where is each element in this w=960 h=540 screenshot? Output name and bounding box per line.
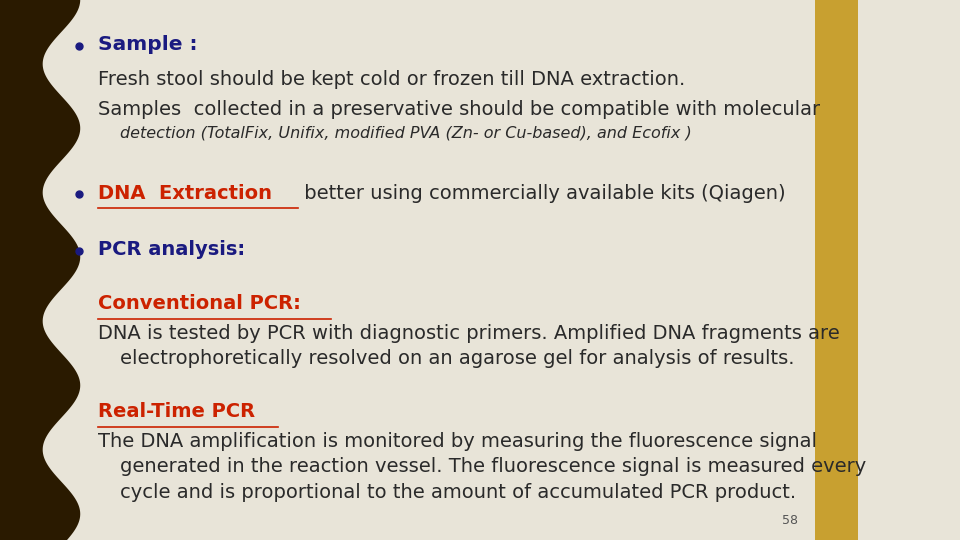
Text: 58: 58: [781, 514, 798, 526]
Text: Samples  collected in a preservative should be compatible with molecular: Samples collected in a preservative shou…: [98, 100, 820, 119]
Text: cycle and is proportional to the amount of accumulated PCR product.: cycle and is proportional to the amount …: [119, 483, 796, 502]
Text: Sample :: Sample :: [98, 35, 198, 54]
Text: detection (TotalFix, Unifix, modified PVA (Zn- or Cu-based), and Ecofix ): detection (TotalFix, Unifix, modified PV…: [119, 125, 691, 140]
Text: Real-Time PCR: Real-Time PCR: [98, 402, 255, 421]
Text: electrophoretically resolved on an agarose gel for analysis of results.: electrophoretically resolved on an agaro…: [119, 349, 794, 368]
Text: DNA  Extraction: DNA Extraction: [98, 184, 273, 202]
FancyBboxPatch shape: [815, 0, 858, 540]
Text: Fresh stool should be kept cold or frozen till DNA extraction.: Fresh stool should be kept cold or froze…: [98, 70, 685, 89]
Text: generated in the reaction vessel. The fluorescence signal is measured every: generated in the reaction vessel. The fl…: [119, 457, 866, 476]
Text: The DNA amplification is monitored by measuring the fluorescence signal: The DNA amplification is monitored by me…: [98, 432, 817, 451]
Polygon shape: [0, 0, 81, 540]
Text: PCR analysis:: PCR analysis:: [98, 240, 246, 259]
Text: better using commercially available kits (Qiagen): better using commercially available kits…: [298, 184, 785, 202]
Text: DNA is tested by PCR with diagnostic primers. Amplified DNA fragments are: DNA is tested by PCR with diagnostic pri…: [98, 324, 840, 343]
Text: Conventional PCR:: Conventional PCR:: [98, 294, 301, 313]
